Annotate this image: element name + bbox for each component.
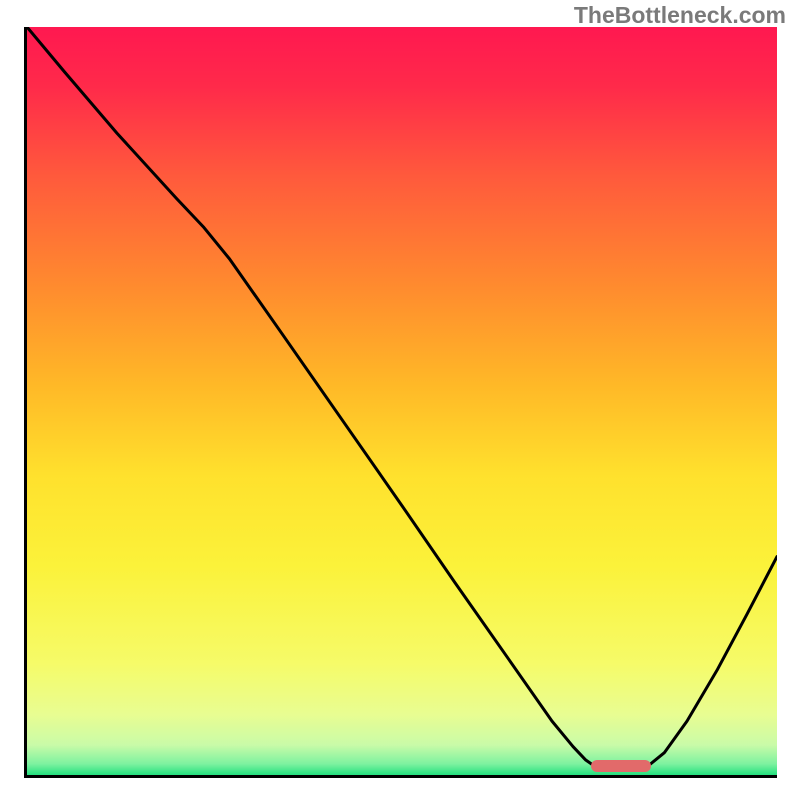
chart-container: { "watermark": { "text": "TheBottleneck.… — [0, 0, 800, 800]
axes-frame — [24, 27, 777, 778]
watermark-text: TheBottleneck.com — [574, 2, 786, 29]
